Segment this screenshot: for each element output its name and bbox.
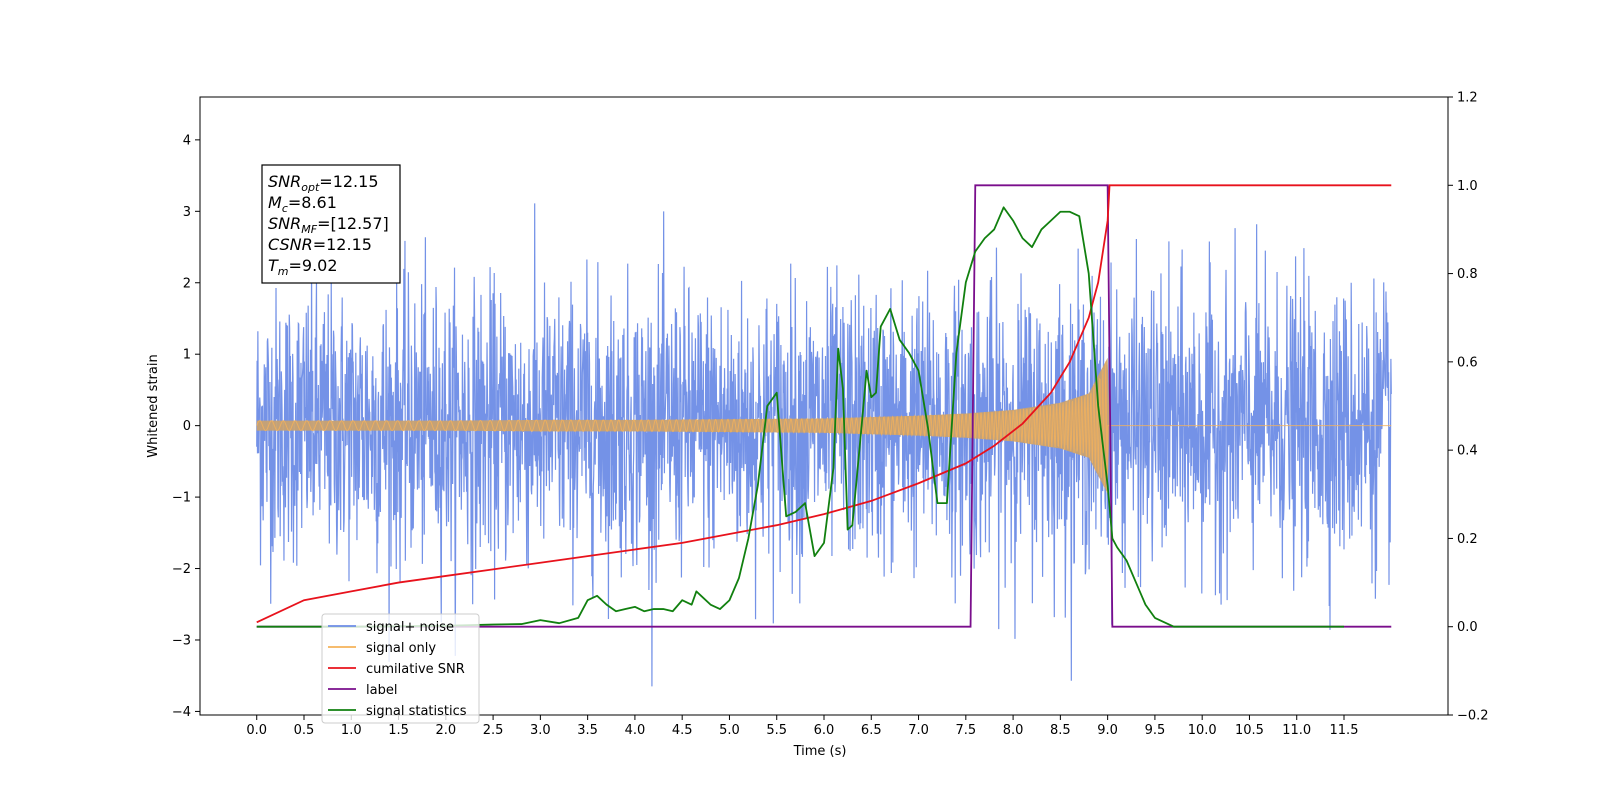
- x-tick-label: 0.5: [294, 723, 315, 738]
- y-left-tick-label: 3: [183, 205, 191, 220]
- legend-label: signal only: [366, 641, 436, 656]
- annotation-value: =8.61: [288, 193, 337, 212]
- y-left-tick-label: 4: [183, 133, 191, 148]
- left-y-axis: −4 −3 −2 −1 0 1 2 3 4: [172, 133, 200, 720]
- x-tick-label: 4.5: [672, 723, 693, 738]
- annotation-line: SNRopt=12.15: [268, 172, 379, 194]
- x-axis-label: Time (s): [793, 744, 847, 759]
- x-tick-label: 7.0: [908, 723, 929, 738]
- x-tick-label: 9.5: [1145, 723, 1166, 738]
- x-axis: 0.0 0.5 1.0 1.5 2.0 2.5 3.0 3.5 4.0 4.5 5.0 5.5 6.0 6…: [246, 715, 1358, 738]
- x-tick-label: 8.0: [1003, 723, 1024, 738]
- annotation-value: =12.15: [313, 235, 372, 254]
- annotation-line: Tm=9.02: [268, 256, 338, 278]
- series-cumulative-snr: [256, 184, 1392, 624]
- x-tick-label: 10.5: [1235, 723, 1264, 738]
- annotation-subscript: MF: [301, 223, 317, 236]
- series-label: [256, 184, 1392, 628]
- annotation-var: SNR: [268, 172, 301, 191]
- y-left-tick-label: 1: [183, 348, 191, 363]
- y-right-tick-label: 0.6: [1457, 355, 1478, 370]
- series-group: [256, 184, 1392, 687]
- x-tick-label: 5.0: [719, 723, 740, 738]
- legend-label: cumilative SNR: [366, 662, 465, 677]
- right-y-axis: −0.2 0.0 0.2 0.4 0.6 0.8 1.0 1.2: [1448, 91, 1489, 724]
- y-left-tick-label: −2: [172, 562, 191, 577]
- x-tick-label: 11.0: [1282, 723, 1311, 738]
- y-axis-label: Whitened strain: [146, 354, 161, 457]
- annotation-value: =[12.57]: [317, 214, 389, 233]
- y-left-tick-label: −3: [172, 633, 191, 648]
- legend-label: label: [366, 683, 397, 698]
- x-tick-label: 11.5: [1330, 723, 1359, 738]
- annotation-line: CSNR=12.15: [268, 235, 372, 254]
- x-tick-label: 3.5: [577, 723, 598, 738]
- x-tick-label: 8.5: [1050, 723, 1071, 738]
- annotation-value: =9.02: [289, 256, 338, 275]
- x-tick-label: 10.0: [1188, 723, 1217, 738]
- legend-label: signal statistics: [366, 704, 467, 719]
- series-signal-statistics: [256, 206, 1344, 628]
- y-left-tick-label: −4: [172, 705, 191, 720]
- annotation-var: M: [268, 193, 282, 212]
- y-left-tick-label: 2: [183, 276, 191, 291]
- annotation-var: SNR: [268, 214, 301, 233]
- y-right-tick-label: 1.2: [1457, 91, 1478, 106]
- annotation-var: CSNR: [268, 235, 313, 254]
- annotation-subscript: m: [278, 265, 289, 278]
- series-signal-only: [256, 361, 1392, 493]
- x-tick-label: 7.5: [955, 723, 976, 738]
- annotation-value: =12.15: [319, 172, 378, 191]
- x-tick-label: 0.0: [246, 723, 267, 738]
- legend: signal+ noise signal only cumilative SNR la…: [321, 613, 480, 724]
- x-tick-label: 3.0: [530, 723, 551, 738]
- x-tick-label: 1.0: [341, 723, 362, 738]
- y-right-tick-label: 0.8: [1457, 267, 1478, 282]
- annotation-line: SNRMF=[12.57]: [268, 214, 389, 236]
- x-tick-label: 6.5: [861, 723, 882, 738]
- legend-frame: [321, 613, 480, 724]
- y-right-tick-label: 0.2: [1457, 532, 1478, 547]
- y-right-tick-label: 0.0: [1457, 620, 1478, 635]
- annotation-frame: [261, 164, 401, 284]
- x-tick-label: 9.0: [1097, 723, 1118, 738]
- annotation-box: SNRopt=12.15Mc=8.61SNRMF=[12.57]CSNR=12.…: [261, 164, 401, 284]
- plot-area: [199, 96, 1449, 716]
- x-tick-label: 1.5: [388, 723, 409, 738]
- x-tick-label: 4.0: [625, 723, 646, 738]
- annotation-subscript: opt: [301, 181, 320, 194]
- x-tick-label: 6.0: [814, 723, 835, 738]
- x-tick-label: 5.5: [766, 723, 787, 738]
- y-left-tick-label: −1: [172, 491, 191, 506]
- y-left-tick-label: 0: [183, 419, 191, 434]
- annotation-var: T: [268, 256, 279, 275]
- annotation-subscript: c: [282, 202, 288, 215]
- x-tick-label: 2.5: [483, 723, 504, 738]
- y-right-tick-label: 1.0: [1457, 179, 1478, 194]
- annotation-line: Mc=8.61: [268, 193, 337, 215]
- y-right-tick-label: −0.2: [1457, 709, 1489, 724]
- y-right-tick-label: 0.4: [1457, 444, 1478, 459]
- x-tick-label: 2.0: [435, 723, 456, 738]
- legend-label: signal+ noise: [366, 620, 454, 635]
